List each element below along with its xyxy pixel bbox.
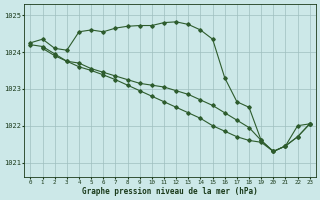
X-axis label: Graphe pression niveau de la mer (hPa): Graphe pression niveau de la mer (hPa)	[82, 187, 258, 196]
